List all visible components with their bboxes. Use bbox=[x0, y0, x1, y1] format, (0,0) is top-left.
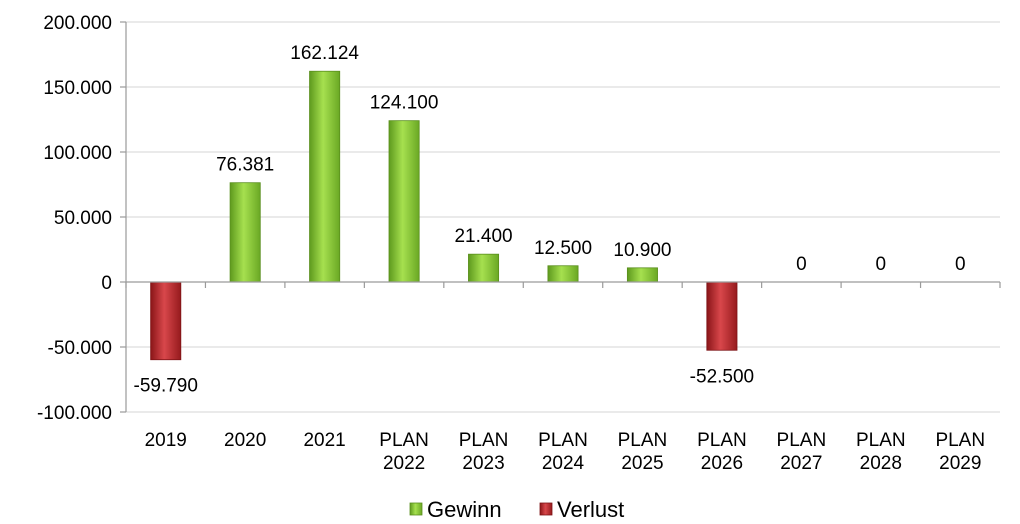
data-label: 76.381 bbox=[216, 155, 274, 176]
x-category-label-line: PLAN bbox=[697, 430, 747, 451]
x-axis-category-labels: 2019 2020 2021 PLAN2022PLAN2023PLAN2024PLAN… bbox=[145, 430, 986, 474]
x-category-label-line: 2023 bbox=[462, 453, 504, 474]
x-category-label-line: PLAN bbox=[379, 430, 429, 451]
x-category-label-line: PLAN bbox=[618, 430, 668, 451]
x-category-label-line: 2020 bbox=[224, 430, 266, 451]
data-label: 162.124 bbox=[290, 43, 359, 64]
data-label: 0 bbox=[955, 254, 966, 275]
data-label: 21.400 bbox=[454, 226, 512, 247]
y-tick-label: 0 bbox=[101, 273, 112, 294]
x-category-label-line: 2021 bbox=[303, 430, 345, 451]
data-labels: -59.790 76.381 162.124 124.100 21.400 12.500 1… bbox=[134, 43, 966, 396]
x-category-label-line: 2027 bbox=[780, 453, 822, 474]
y-tick-label: 200.000 bbox=[43, 13, 112, 34]
legend-label-gewinn: Gewinn bbox=[427, 497, 502, 522]
bar-gewinn bbox=[626, 267, 658, 283]
axes bbox=[120, 21, 1001, 413]
bar-verlust bbox=[150, 281, 182, 361]
bar-gewinn bbox=[547, 265, 579, 283]
x-category-label-line: PLAN bbox=[538, 430, 588, 451]
bar-gewinn bbox=[309, 70, 341, 283]
y-tick-label: 100.000 bbox=[43, 143, 112, 164]
legend-label-verlust: Verlust bbox=[557, 497, 624, 522]
data-label: 0 bbox=[876, 254, 887, 275]
data-label: 12.500 bbox=[534, 238, 592, 259]
data-label: 124.100 bbox=[370, 93, 439, 114]
bars bbox=[150, 70, 738, 361]
bar-gewinn bbox=[468, 253, 500, 283]
x-category-label-line: 2026 bbox=[701, 453, 743, 474]
data-label: -59.790 bbox=[134, 376, 198, 397]
y-tick-label: -100.000 bbox=[37, 403, 112, 424]
legend: Gewinn Verlust bbox=[409, 497, 624, 522]
x-category-label-line: 2022 bbox=[383, 453, 425, 474]
x-category-label-line: 2029 bbox=[939, 453, 981, 474]
data-label: 0 bbox=[796, 254, 807, 275]
y-tick-label: 50.000 bbox=[54, 208, 112, 229]
legend-swatch-verlust bbox=[539, 502, 553, 516]
x-category-label-line: PLAN bbox=[459, 430, 509, 451]
data-label: -52.500 bbox=[690, 366, 754, 387]
bar-gewinn bbox=[229, 182, 261, 283]
x-category-label-line: 2025 bbox=[621, 453, 663, 474]
x-category-label-line: PLAN bbox=[856, 430, 906, 451]
bar-verlust bbox=[706, 281, 738, 351]
x-category-label-line: PLAN bbox=[777, 430, 827, 451]
x-category-label: 2020 bbox=[224, 430, 266, 451]
bar-gewinn bbox=[388, 120, 420, 283]
x-category-label-line: 2019 bbox=[145, 430, 187, 451]
y-axis-tick-labels: 200.000 150.000 100.000 50.000 0 -50.000 -100.… bbox=[37, 13, 112, 424]
x-category-label-line: 2024 bbox=[542, 453, 585, 474]
x-category-label-line: 2028 bbox=[860, 453, 902, 474]
x-category-label-line: PLAN bbox=[935, 430, 985, 451]
y-tick-label: 150.000 bbox=[43, 78, 112, 99]
x-category-label: 2021 bbox=[303, 430, 345, 451]
x-category-label: 2019 bbox=[145, 430, 187, 451]
legend-swatch-gewinn bbox=[409, 502, 423, 516]
y-tick-label: -50.000 bbox=[48, 338, 112, 359]
data-label: 10.900 bbox=[613, 240, 671, 261]
